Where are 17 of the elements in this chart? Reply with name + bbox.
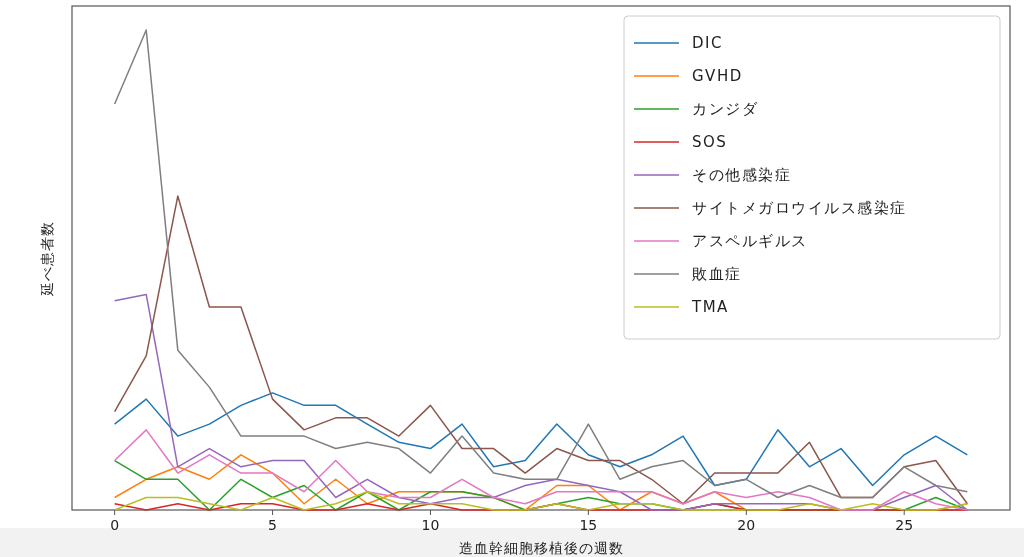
x-tick-label: 25 <box>895 517 914 533</box>
x-tick-label: 5 <box>268 517 278 533</box>
x-tick-label: 20 <box>737 517 756 533</box>
y-axis-title: 延べ患者数 <box>39 220 55 297</box>
x-axis-title: 造血幹細胞移植後の週数 <box>458 540 624 556</box>
legend-label: SOS <box>692 133 728 151</box>
legend-label: TMA <box>691 298 729 316</box>
legend-label: サイトメガロウイルス感染症 <box>692 199 907 217</box>
legend-label: DIC <box>692 34 723 52</box>
legend-label: GVHD <box>692 67 743 85</box>
legend-label: アスペルギルス <box>692 232 808 250</box>
x-tick-label: 0 <box>110 517 120 533</box>
legend-label: その他感染症 <box>692 166 791 184</box>
x-tick-label: 15 <box>579 517 598 533</box>
x-tick-label: 10 <box>421 517 440 533</box>
legend-label: 敗血症 <box>692 265 742 283</box>
legend-label: カンジダ <box>692 100 758 118</box>
